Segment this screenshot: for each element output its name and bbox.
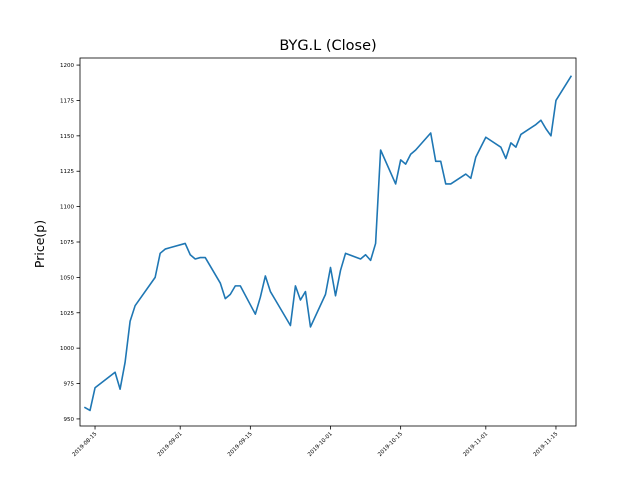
y-tick-label: 950	[64, 417, 75, 423]
y-tick-label: 1075	[60, 240, 74, 246]
y-tick-label: 975	[64, 382, 75, 388]
y-axis-ticks: 950 975 1000 1025 1050 1075 1100 1125 1150 1175 12…	[60, 63, 80, 423]
price-series-line	[83, 75, 573, 412]
chart-title: BYG.L (Close)	[279, 38, 376, 54]
y-tick-label: 1100	[60, 205, 74, 211]
y-tick-label: 1175	[60, 98, 74, 104]
y-tick-label: 1025	[60, 311, 74, 317]
y-tick-label: 1150	[60, 134, 74, 140]
y-tick-label: 1000	[60, 346, 74, 352]
y-axis-label: Price(p)	[32, 220, 47, 268]
y-tick-label: 1050	[60, 275, 74, 281]
plot-area-frame	[79, 57, 577, 427]
y-tick-label: 1200	[60, 63, 74, 69]
y-tick-label: 1125	[60, 169, 74, 175]
